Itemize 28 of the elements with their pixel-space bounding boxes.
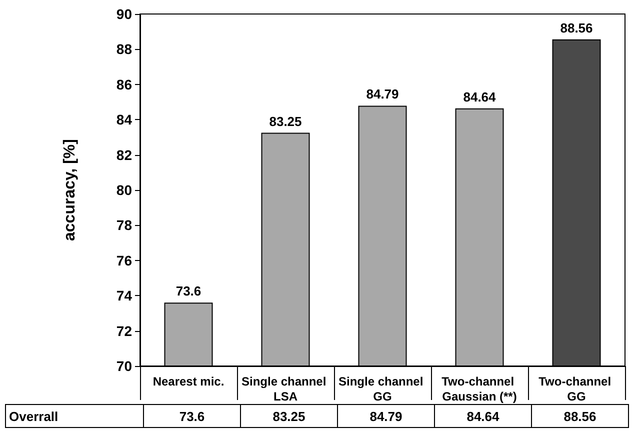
x-tick-label: Two-channel GG xyxy=(538,374,614,404)
x-tick-label: Single channel LSA xyxy=(241,374,330,404)
text: 73.6 xyxy=(176,284,202,299)
y-tick-label: 90 xyxy=(116,6,132,22)
text: Overrall xyxy=(6,404,144,428)
y-tick-label: 70 xyxy=(116,358,132,374)
y-tick-label: 88 xyxy=(116,41,132,58)
text: 84.79 xyxy=(366,86,399,102)
text: 88.56 xyxy=(560,20,593,36)
data-label: 84.64 xyxy=(434,404,532,428)
y-tick-label: 80 xyxy=(116,182,132,198)
y-tick-label: 82 xyxy=(116,146,132,163)
data-label: 84.79 xyxy=(338,404,434,428)
data-label: 83.25 xyxy=(240,404,338,428)
y-tick-label: 86 xyxy=(116,76,132,92)
text: 83.25 xyxy=(269,114,302,129)
data-label: 88.56 xyxy=(532,404,628,428)
x-tick-label: Single channel GG xyxy=(338,374,427,404)
y-tick-label: 72 xyxy=(116,322,132,339)
x-tick-label: Nearest mic. xyxy=(152,374,224,388)
data-label: 73.6 xyxy=(144,404,240,428)
text: 84.64 xyxy=(463,89,496,104)
y-tick-label: 78 xyxy=(116,217,132,234)
y-tick-label: 76 xyxy=(116,252,132,268)
y-axis-title: accuracy, [%] xyxy=(62,139,78,241)
y-tick-label: 74 xyxy=(116,288,132,304)
y-tick-label: 84 xyxy=(116,112,132,128)
x-tick-label: Two-channel Gaussian (**) xyxy=(442,374,518,404)
